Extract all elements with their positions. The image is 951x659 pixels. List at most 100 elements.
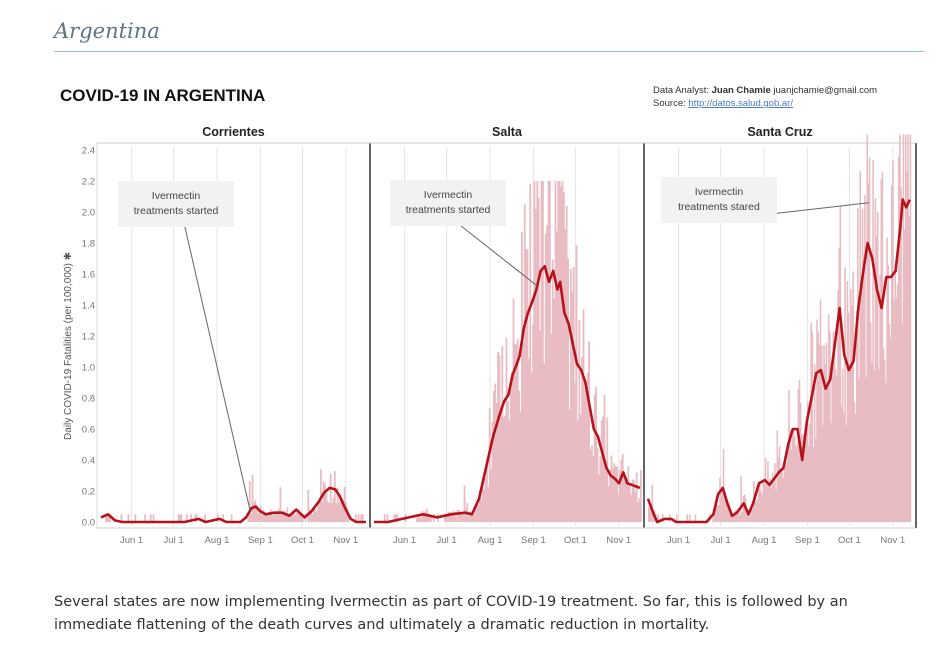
daily-bar [495,402,498,522]
daily-bar [480,498,483,522]
daily-bar [253,503,255,522]
daily-bar [308,510,311,522]
daily-bar [792,429,795,522]
daily-bar [624,479,627,522]
daily-bar [750,509,753,522]
daily-bar [848,363,851,522]
daily-bar [317,504,319,522]
daily-bar [801,435,803,522]
x-tick-label: Oct 1 [838,535,861,546]
daily-bar [843,413,845,522]
daily-bar [721,487,724,522]
panel-title: Santa Cruz [747,125,812,139]
daily-bar [582,309,585,522]
daily-bar [813,364,816,522]
daily-bar [460,513,463,522]
daily-bar [331,503,333,522]
daily-bar [882,348,885,522]
daily-bar [727,506,730,522]
daily-bar [734,510,737,522]
panel-title: Corrientes [202,125,265,139]
y-axis-label: Daily COVID-19 Fatalities (per 100,000) … [63,252,74,440]
x-tick-label: Sep 1 [521,535,546,546]
daily-bar [283,510,286,522]
daily-bar [127,514,130,522]
daily-bar [637,501,639,522]
daily-bar [824,363,826,522]
caption-text: Several states are now implementing Iver… [54,594,848,633]
daily-bar [602,416,604,522]
daily-bar [806,401,809,522]
daily-bar [546,225,548,522]
daily-bar [458,510,460,522]
daily-bar [771,472,774,522]
daily-bar [885,383,887,522]
y-tick-label: 1.0 [82,363,95,374]
daily-bar [751,509,754,522]
daily-bar [432,514,435,522]
daily-bar [494,383,497,522]
daily-bar [906,170,908,523]
daily-bar [851,305,853,522]
daily-bar [493,390,495,522]
x-tick-label: Jul 1 [711,535,731,546]
daily-bar [568,409,571,522]
daily-bar [619,469,621,522]
daily-bar [846,281,849,522]
daily-bar [144,514,147,522]
daily-bar [537,198,540,522]
source-link[interactable]: http://datos.salud.gob.ar/ [688,98,793,109]
daily-bar [533,181,536,522]
daily-bar [462,512,464,522]
x-tick-label: Oct 1 [291,535,314,546]
analyst-email: juanjchamie@gmail.com [772,85,877,96]
daily-bar [293,512,296,522]
daily-bar [557,181,560,522]
daily-bar [149,514,152,522]
daily-bar [720,486,722,522]
daily-bar [417,517,420,522]
x-tick-label: Nov 1 [333,535,358,546]
annotation-text: treatments stared [678,201,760,213]
daily-bar [336,487,339,522]
daily-bar [486,458,488,522]
daily-bar [790,449,793,522]
x-tick-label: Jun 1 [120,535,143,546]
daily-bar [549,181,551,522]
y-tick-label: 0.8 [82,394,95,405]
daily-bar [901,324,904,522]
daily-bar [383,514,386,522]
daily-bar [609,469,611,522]
daily-bar [420,518,422,522]
daily-bar [543,363,546,522]
x-tick-label: Sep 1 [248,535,273,546]
annotation-box [390,180,506,226]
daily-bar [105,516,107,522]
daily-bar [532,324,534,522]
daily-bar [767,461,769,522]
daily-bar [467,516,470,522]
daily-bar [872,160,874,522]
daily-bar [177,514,180,522]
daily-bar [586,372,589,522]
daily-bar [903,229,906,522]
daily-bar [470,513,473,522]
daily-bar [803,455,805,522]
daily-bar [318,500,321,522]
title-divider [54,51,924,52]
daily-bar [868,157,871,522]
daily-bar [887,265,890,522]
covid-chart: COVID-19 IN ARGENTINA Data Analyst: Juan… [60,85,917,546]
daily-bar [908,215,911,522]
daily-bar [483,489,485,522]
avg-line-0 [100,486,366,524]
daily-bar [775,489,777,522]
daily-bar [539,330,541,522]
daily-bar [500,405,502,522]
daily-bar [481,478,484,522]
daily-bar [271,514,273,522]
daily-bar [519,411,522,522]
daily-bar [558,181,561,522]
daily-bar [834,368,837,522]
daily-bar [725,499,727,522]
